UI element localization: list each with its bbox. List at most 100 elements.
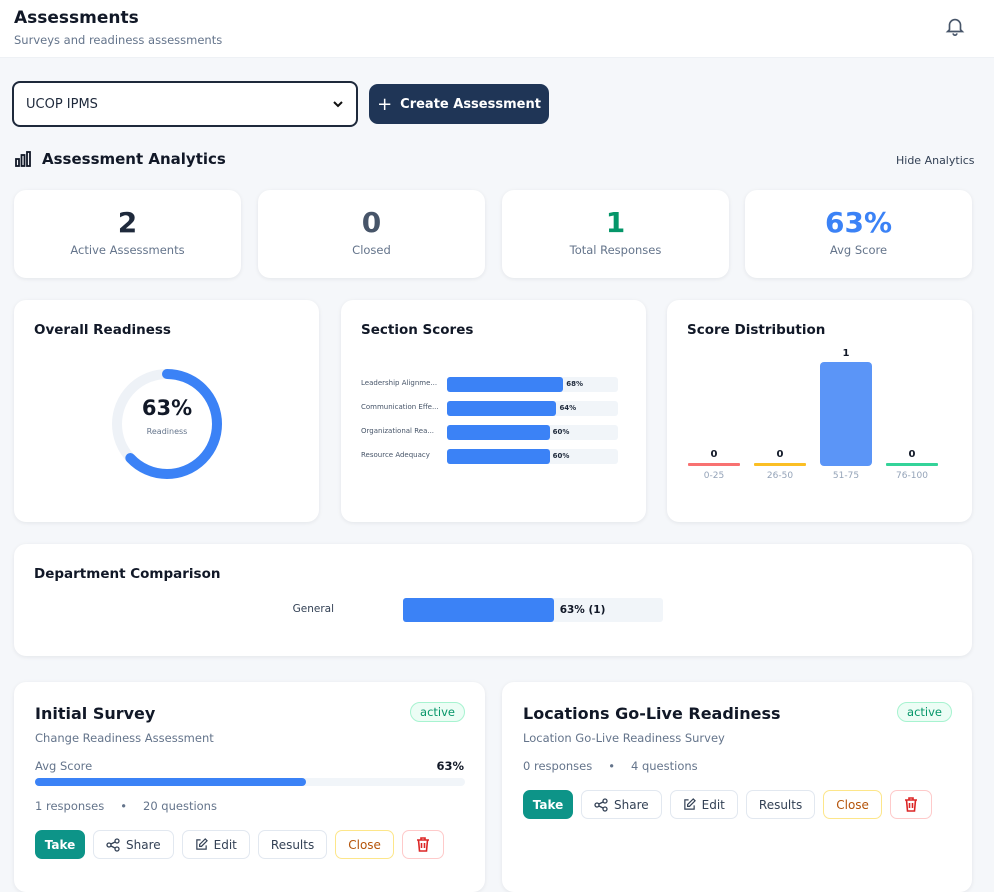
- responses-count: 0 responses: [523, 759, 593, 773]
- separator: •: [120, 799, 127, 813]
- edit-icon: [195, 838, 208, 850]
- section-score-row: Resource Adequacy 60%: [361, 449, 641, 464]
- section-label: Leadership Alignme...: [361, 379, 438, 387]
- share-label: Share: [614, 797, 649, 812]
- close-label: Close: [836, 797, 869, 812]
- delete-button[interactable]: [401, 830, 444, 859]
- assessment-card: Locations Go-Live Readiness active Locat…: [502, 682, 972, 892]
- dept-track: 63% (1): [403, 598, 663, 622]
- section-bar: [447, 377, 564, 392]
- assessment-meta: 0 responses • 4 questions: [523, 759, 698, 773]
- page-subtitle: Surveys and readiness assessments: [14, 33, 223, 47]
- take-label: Take: [44, 837, 76, 852]
- section-bar: [447, 401, 557, 416]
- section-value: 60%: [552, 452, 570, 460]
- close-button[interactable]: Close: [335, 830, 394, 859]
- edit-label: Edit: [213, 837, 237, 852]
- status-badge: active: [410, 702, 465, 722]
- trash-icon: [416, 837, 429, 852]
- results-button[interactable]: Results: [257, 830, 328, 859]
- assessment-title[interactable]: Locations Go-Live Readiness: [523, 704, 781, 723]
- create-assessment-label: Create Assessment: [400, 96, 541, 112]
- stat-label: Avg Score: [829, 243, 888, 257]
- dept-value: 63% (1): [559, 604, 606, 616]
- hide-analytics-link[interactable]: Hide Analytics: [896, 154, 975, 167]
- bell-icon[interactable]: [944, 15, 966, 37]
- section-label: Resource Adequacy: [361, 451, 430, 459]
- analytics-heading: Assessment Analytics: [14, 150, 226, 168]
- dept-bar: [403, 598, 554, 622]
- take-label: Take: [532, 797, 564, 812]
- chart-title: Section Scores: [361, 322, 474, 338]
- edit-button[interactable]: Edit: [181, 830, 250, 859]
- stat-value: 63%: [824, 206, 893, 239]
- distribution-bar: [754, 463, 806, 466]
- stat-avg-score: 63% Avg Score: [745, 190, 972, 278]
- distribution-column: 0 26-50: [754, 300, 806, 490]
- bar-chart-icon: [15, 151, 31, 167]
- avg-score-progress: [35, 778, 465, 786]
- section-bar: [447, 449, 550, 464]
- dept-label: General: [292, 603, 334, 615]
- distribution-count: 1: [842, 348, 850, 359]
- separator: •: [608, 759, 615, 773]
- chart-title: Score Distribution: [687, 322, 826, 338]
- edit-button[interactable]: Edit: [669, 790, 738, 819]
- avg-score-fill: [35, 778, 306, 786]
- questions-count: 20 questions: [143, 799, 217, 813]
- assessment-actions: Take Share Edit Results Close: [523, 790, 932, 819]
- share-label: Share: [126, 837, 161, 852]
- section-scores-card: Section Scores Leadership Alignme... 68%…: [341, 300, 646, 522]
- chart-title: Overall Readiness: [34, 322, 171, 338]
- donut-label: Readiness: [146, 427, 188, 436]
- stat-label: Active Assessments: [70, 243, 185, 257]
- stat-active: 2 Active Assessments: [14, 190, 241, 278]
- distribution-count: 0: [776, 449, 784, 460]
- section-bar: [447, 425, 550, 440]
- close-button[interactable]: Close: [823, 790, 882, 819]
- page-header: Assessments Surveys and readiness assess…: [0, 0, 994, 58]
- stat-label: Total Responses: [569, 243, 662, 257]
- status-badge: active: [897, 702, 952, 722]
- avg-score-label: Avg Score: [35, 759, 93, 773]
- distribution-column: 0 0-25: [688, 300, 740, 490]
- avg-score-value: 63%: [436, 759, 464, 773]
- project-select[interactable]: UCOP IPMS: [12, 81, 358, 127]
- page-title: Assessments: [14, 8, 139, 28]
- section-track: 64%: [447, 401, 618, 416]
- distribution-range: 76-100: [896, 471, 928, 481]
- distribution-range: 0-25: [703, 471, 725, 481]
- assessment-title[interactable]: Initial Survey: [35, 704, 156, 723]
- responses-count: 1 responses: [35, 799, 105, 813]
- plus-icon: +: [377, 93, 393, 115]
- delete-button[interactable]: [889, 790, 932, 819]
- section-track: 68%: [447, 377, 618, 392]
- distribution-count: 0: [710, 449, 718, 460]
- overall-readiness-card: Overall Readiness 63% Readiness: [14, 300, 319, 522]
- section-track: 60%: [447, 449, 618, 464]
- analytics-title: Assessment Analytics: [42, 150, 226, 168]
- distribution-bar: [688, 463, 740, 466]
- trash-icon: [904, 797, 917, 812]
- distribution-count: 0: [908, 449, 916, 460]
- distribution-bar: [820, 362, 872, 466]
- close-label: Close: [348, 837, 381, 852]
- questions-count: 4 questions: [631, 759, 698, 773]
- create-assessment-button[interactable]: + Create Assessment: [369, 84, 549, 124]
- take-button[interactable]: Take: [35, 830, 85, 859]
- distribution-range: 51-75: [832, 471, 860, 481]
- take-button[interactable]: Take: [523, 790, 573, 819]
- assessment-subtitle: Change Readiness Assessment: [35, 731, 214, 745]
- score-distribution-card: Score Distribution 0 0-25 0 26-50 1 51-75 0…: [667, 300, 972, 522]
- distribution-column: 0 76-100: [886, 300, 938, 490]
- assessment-meta: 1 responses • 20 questions: [35, 799, 217, 813]
- section-value: 60%: [552, 428, 570, 436]
- section-value: 68%: [566, 380, 584, 388]
- results-label: Results: [758, 797, 803, 812]
- share-button[interactable]: Share: [581, 790, 662, 819]
- results-button[interactable]: Results: [745, 790, 816, 819]
- section-score-row: Organizational Rea... 60%: [361, 425, 641, 440]
- stat-value: 2: [117, 206, 138, 239]
- donut-value: 63%: [141, 396, 193, 420]
- share-button[interactable]: Share: [93, 830, 174, 859]
